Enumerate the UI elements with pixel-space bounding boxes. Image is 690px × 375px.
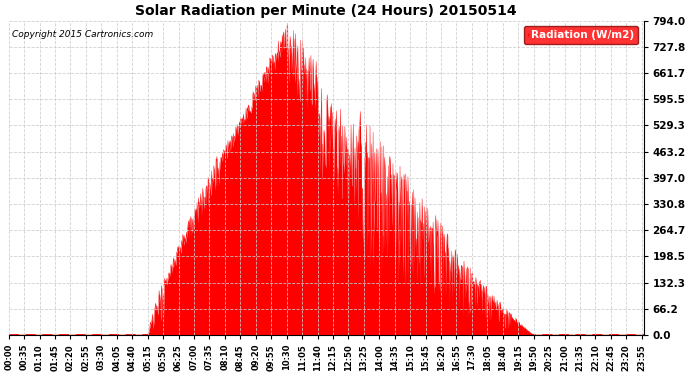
Legend: Radiation (W/m2): Radiation (W/m2) [524,26,638,44]
Title: Solar Radiation per Minute (24 Hours) 20150514: Solar Radiation per Minute (24 Hours) 20… [135,4,517,18]
Text: Copyright 2015 Cartronics.com: Copyright 2015 Cartronics.com [12,30,153,39]
